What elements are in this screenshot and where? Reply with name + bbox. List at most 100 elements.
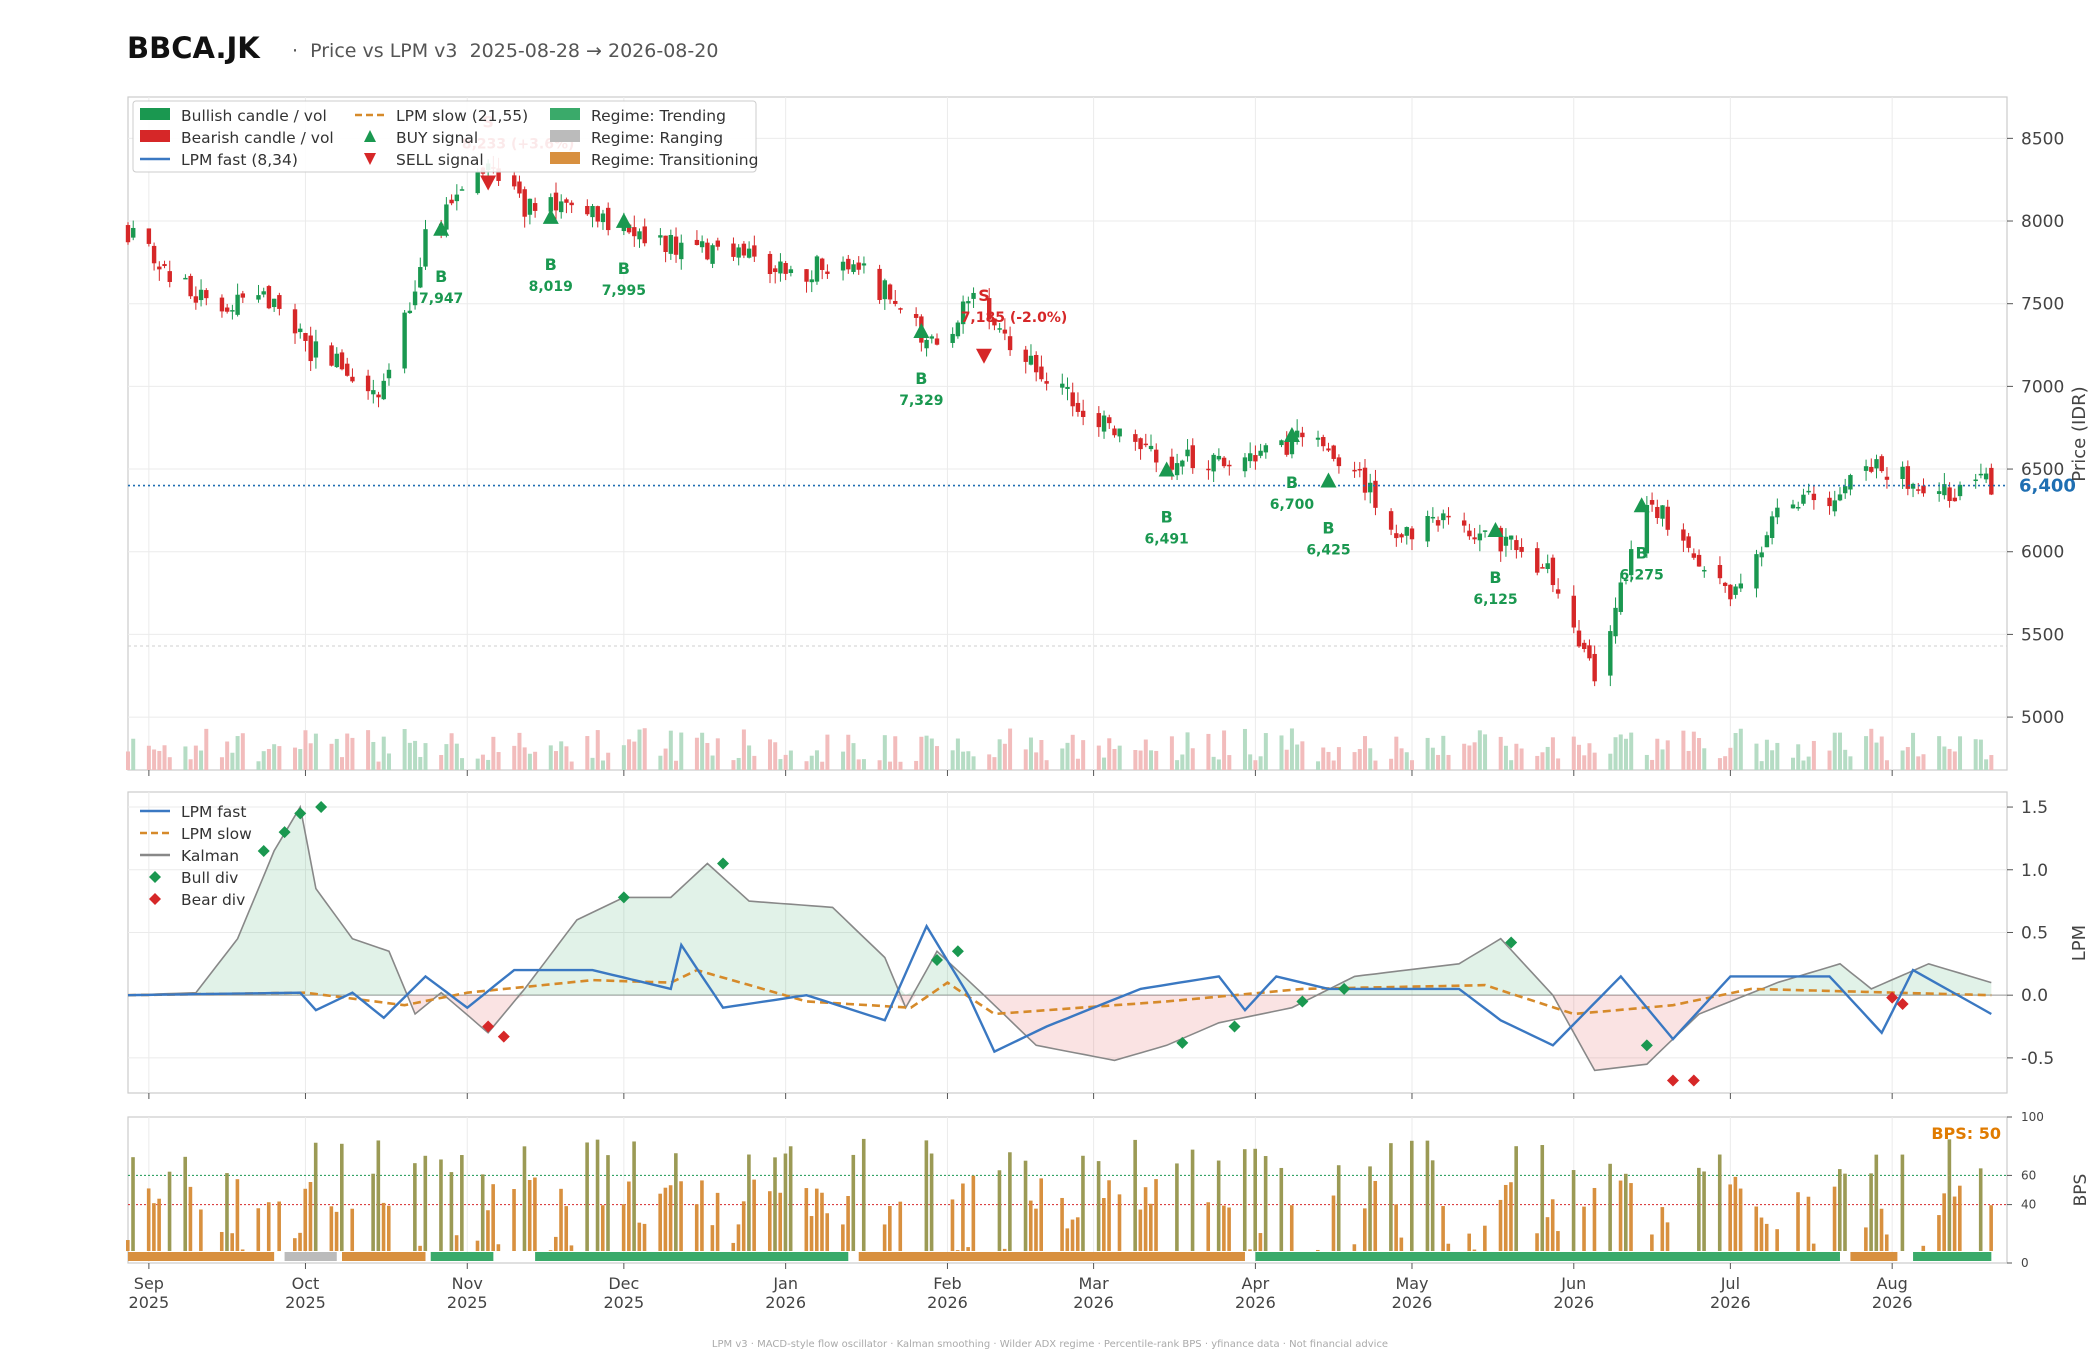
candle-body	[1921, 485, 1926, 494]
candle-body	[1028, 355, 1034, 365]
volume-bar	[1263, 733, 1268, 770]
candle-body	[1681, 529, 1686, 541]
x-tick-month-label: Dec	[608, 1274, 639, 1293]
bps-bar	[1509, 1182, 1513, 1251]
bps-axis-label: BPS	[2071, 1174, 2091, 1207]
bps-bar	[679, 1181, 683, 1251]
volume-bar	[235, 736, 240, 770]
bps-bar	[480, 1174, 485, 1251]
candle-body	[590, 206, 595, 218]
candle-body	[1555, 589, 1561, 594]
volume-bar	[663, 748, 668, 770]
buy-signal-marker	[1158, 461, 1175, 477]
buy-signal-marker	[1283, 426, 1300, 442]
bps-bar	[1065, 1228, 1070, 1251]
volume-bar	[1843, 749, 1848, 770]
bps-bar	[1498, 1199, 1503, 1251]
bps-bar	[1102, 1198, 1106, 1251]
bps-bar	[1075, 1217, 1080, 1251]
bps-bar	[1697, 1167, 1701, 1251]
regime-segment	[535, 1252, 849, 1261]
candle-body	[1096, 413, 1102, 428]
volume-bar	[1430, 747, 1435, 770]
candle-body	[1775, 507, 1780, 518]
lpm-legend-label: Kalman	[181, 847, 239, 865]
candle-body	[1294, 430, 1300, 438]
volume-bar	[1180, 754, 1185, 770]
volume-bar	[1326, 751, 1331, 770]
bps-bar	[1921, 1245, 1926, 1251]
bull-divergence-marker	[294, 807, 307, 820]
volume-bar	[1300, 741, 1305, 770]
bps-bar	[1759, 1217, 1764, 1251]
bps-bar	[642, 1223, 647, 1251]
candle-body	[449, 199, 454, 204]
bps-bar	[1864, 1227, 1868, 1251]
candle-body	[1174, 463, 1180, 476]
candle-body	[1143, 443, 1148, 446]
bps-bar	[752, 1179, 756, 1251]
volume-bar	[1075, 758, 1080, 770]
bear-divergence-marker	[482, 1020, 495, 1033]
candle-body	[804, 269, 809, 282]
volume-bar	[1827, 750, 1832, 770]
volume-bar	[898, 761, 903, 770]
candle-body	[992, 318, 997, 326]
candle-body	[1759, 552, 1764, 558]
volume-bar	[741, 729, 746, 770]
bps-bar	[146, 1188, 151, 1251]
x-tick-month-label: Jan	[772, 1274, 798, 1293]
candle-body	[1007, 336, 1013, 351]
bps-bar	[929, 1153, 934, 1251]
bps-bar	[1096, 1161, 1101, 1251]
bull-divergence-marker	[257, 844, 270, 857]
price-ytick-label: 8500	[2021, 129, 2064, 149]
buy-signal-letter: B	[1489, 568, 1501, 587]
candle-body	[1545, 563, 1550, 569]
volume-bar	[856, 759, 861, 770]
volume-bar	[146, 745, 151, 770]
candle-body	[240, 293, 246, 298]
price-legend-label: Regime: Transitioning	[591, 151, 758, 169]
bps-bar	[1900, 1154, 1905, 1251]
buy-signal-letter: B	[618, 259, 630, 278]
bps-bar	[386, 1205, 391, 1251]
bps-bar	[1874, 1154, 1879, 1251]
sell-signal-letter: S	[978, 286, 990, 305]
candle-body	[1754, 554, 1759, 589]
candle-body	[569, 202, 574, 206]
x-tick-month-label: Oct	[292, 1274, 320, 1293]
bps-bar	[1733, 1176, 1738, 1251]
regime-segment	[430, 1252, 494, 1261]
bps-bar	[293, 1238, 297, 1251]
volume-bar	[313, 733, 318, 770]
candle-body	[198, 289, 204, 301]
candle-body	[1404, 527, 1409, 536]
x-tick-year-label: 2026	[1235, 1293, 1276, 1312]
volume-bar	[1211, 756, 1216, 770]
bps-bar	[846, 1196, 850, 1251]
candle-body	[971, 292, 976, 299]
candle-body	[1446, 515, 1451, 518]
volume-bar	[1754, 743, 1759, 770]
volume-bar	[1545, 746, 1550, 770]
volume-bar	[809, 755, 814, 770]
volume-bar	[204, 728, 209, 770]
bps-current-label: BPS: 50	[1931, 1124, 2001, 1143]
bull-divergence-marker	[717, 857, 730, 870]
volume-bar	[1759, 761, 1764, 770]
candle-body	[814, 256, 820, 282]
bps-bar	[1002, 1248, 1007, 1251]
volume-bar	[1060, 748, 1065, 770]
x-tick-year-label: 2026	[1872, 1293, 1913, 1312]
volume-bar	[955, 738, 960, 770]
volume-bar	[1644, 754, 1649, 770]
candle-body	[1879, 456, 1884, 472]
candle-body	[1535, 548, 1540, 573]
volume-bar	[1905, 747, 1910, 770]
bps-bar	[606, 1155, 610, 1251]
bps-bar	[767, 1191, 772, 1251]
price-ytick-label: 6500	[2021, 460, 2064, 480]
volume-bar	[825, 734, 830, 770]
volume-bar	[788, 750, 793, 770]
